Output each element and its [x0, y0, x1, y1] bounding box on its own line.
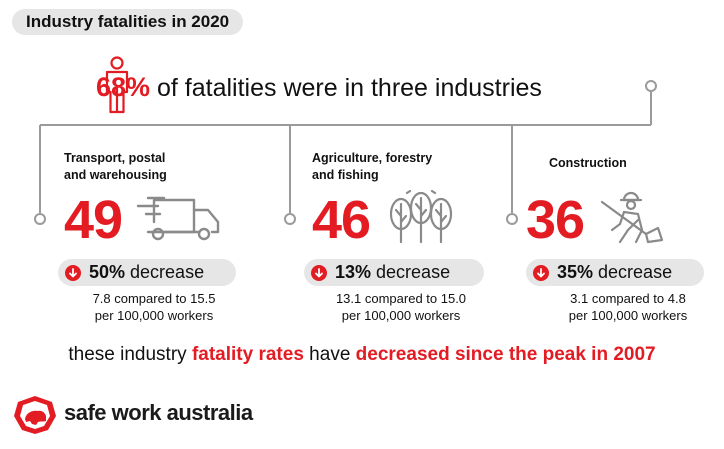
rate-line: 13.1 compared to 15.0	[335, 291, 467, 306]
fatality-count-transport: 49	[64, 190, 123, 250]
decrease-label: 50% decrease	[89, 262, 204, 283]
footer-note-part: these industry	[68, 344, 192, 365]
rate-line: 7.8 compared to 15.5	[92, 291, 216, 306]
industry-name-line: Agriculture, forestry	[312, 151, 433, 165]
decrease-badge-agriculture: 13% decrease	[304, 259, 484, 286]
truck-icon	[136, 196, 220, 241]
rate-line: per 100,000 workers	[341, 308, 461, 323]
industry-name-line: Transport, postal	[64, 151, 166, 165]
decrease-word: decrease	[125, 262, 205, 282]
decrease-label: 13% decrease	[335, 262, 450, 283]
fatality-count-construction: 36	[526, 190, 585, 250]
rate-transport: 7.8 compared to 15.5 per 100,000 workers	[74, 290, 234, 324]
rate-line: 3.1 compared to 4.8	[570, 291, 686, 306]
person-icon	[105, 56, 129, 114]
decrease-badge-transport: 50% decrease	[58, 259, 236, 286]
decrease-badge-construction: 35% decrease	[526, 259, 704, 286]
headline-percent: 68%	[96, 72, 151, 102]
down-arrow-icon	[533, 264, 549, 281]
decrease-label: 35% decrease	[557, 262, 672, 283]
footer-note-highlight: decreased since the peak in 2007	[355, 344, 656, 365]
rate-line: per 100,000 workers	[568, 308, 688, 323]
fatality-count-agriculture: 46	[312, 190, 371, 250]
down-arrow-icon	[311, 264, 327, 281]
decrease-percent: 50%	[89, 262, 126, 282]
industry-name-line: and fishing	[312, 168, 379, 182]
rate-agriculture: 13.1 compared to 15.0 per 100,000 worker…	[318, 290, 484, 324]
decrease-percent: 35%	[557, 262, 594, 282]
rate-construction: 3.1 compared to 4.8 per 100,000 workers	[548, 290, 708, 324]
footer-note: these industry fatality rates have decre…	[0, 344, 724, 366]
brand-name: safe work australia	[64, 400, 253, 425]
industry-name-construction: Construction	[549, 155, 627, 172]
safe-work-australia-logo	[14, 396, 56, 434]
decrease-word: decrease	[371, 262, 451, 282]
headline: 68% of fatalities were in three industri…	[96, 72, 542, 103]
down-arrow-icon	[65, 264, 81, 281]
construction-worker-icon	[600, 191, 664, 244]
industry-name-line: Construction	[549, 156, 627, 170]
footer-note-part: have	[303, 344, 356, 365]
industry-name-agriculture: Agriculture, forestry and fishing	[312, 150, 432, 184]
rate-line: per 100,000 workers	[94, 308, 214, 323]
decrease-word: decrease	[593, 262, 673, 282]
footer-note-highlight: fatality rates	[191, 344, 304, 365]
headline-text: of fatalities were in three industries	[150, 74, 542, 102]
industry-name-line: and warehousing	[64, 168, 167, 182]
trees-icon	[389, 190, 453, 244]
industry-name-transport: Transport, postal and warehousing	[64, 150, 167, 184]
decrease-percent: 13%	[335, 262, 372, 282]
page-title: Industry fatalities in 2020	[12, 9, 244, 35]
